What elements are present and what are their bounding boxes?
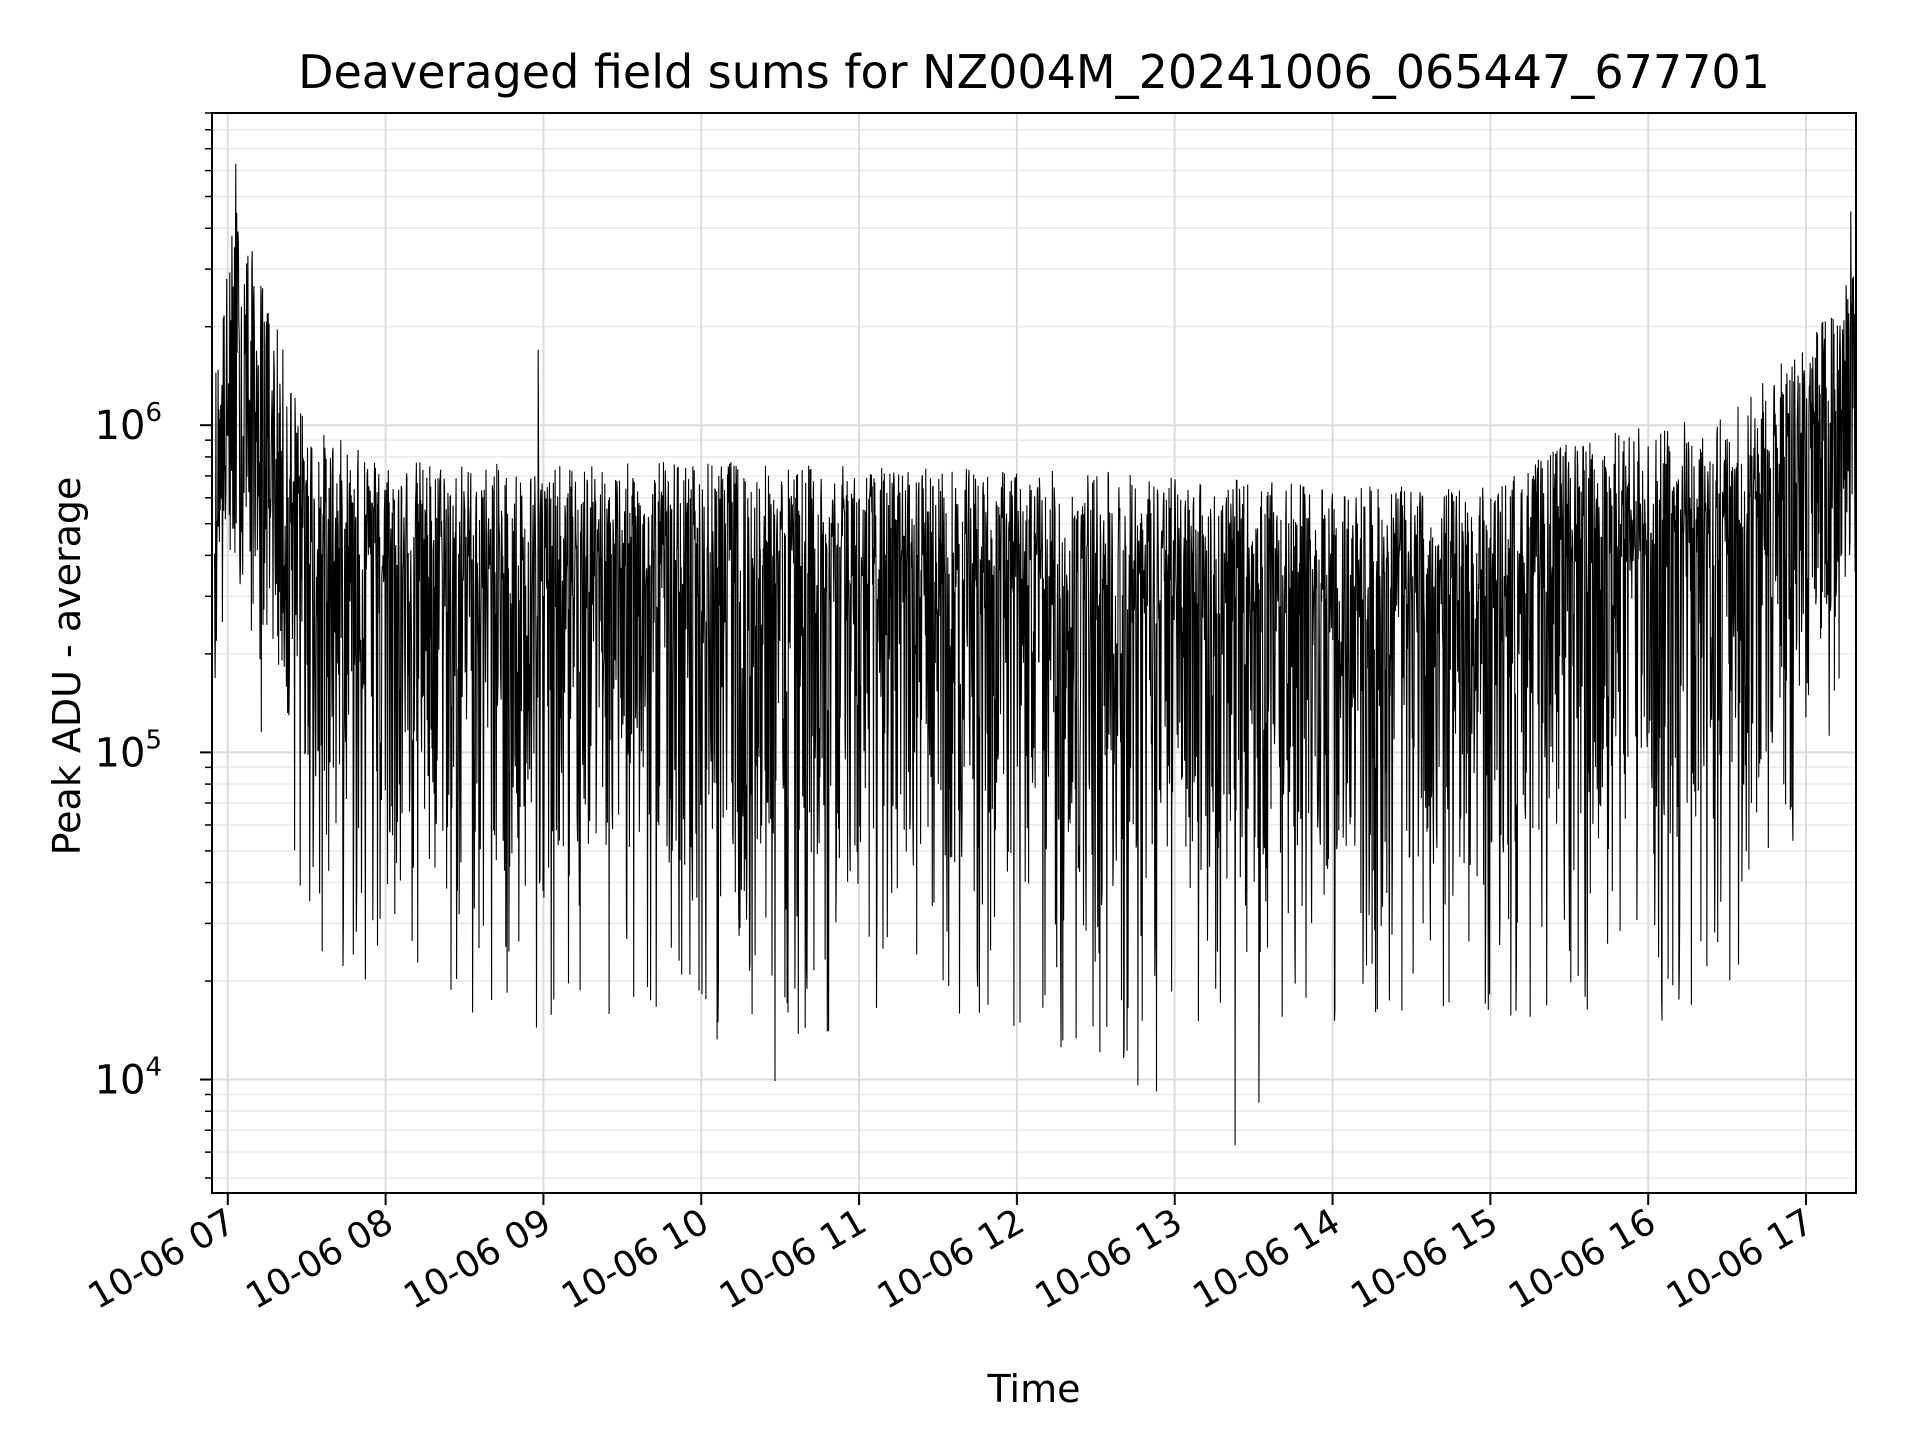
series-line <box>214 163 1857 1146</box>
y-tick-label: 106 <box>95 398 162 449</box>
y-tick-label: 104 <box>95 1053 162 1104</box>
chart-title: Deaveraged field sums for NZ004M_2024100… <box>298 45 1770 99</box>
x-axis-label: Time <box>987 1367 1081 1411</box>
y-axis-ticks: 104 105 106 <box>95 112 212 1179</box>
grid-lines <box>212 112 1856 1193</box>
plot-frame <box>211 112 1857 1194</box>
y-tick-label: 105 <box>95 725 162 776</box>
y-axis-label: Peak ADU - average <box>45 477 89 856</box>
series-path <box>214 163 1857 1146</box>
axes <box>211 112 1857 1194</box>
